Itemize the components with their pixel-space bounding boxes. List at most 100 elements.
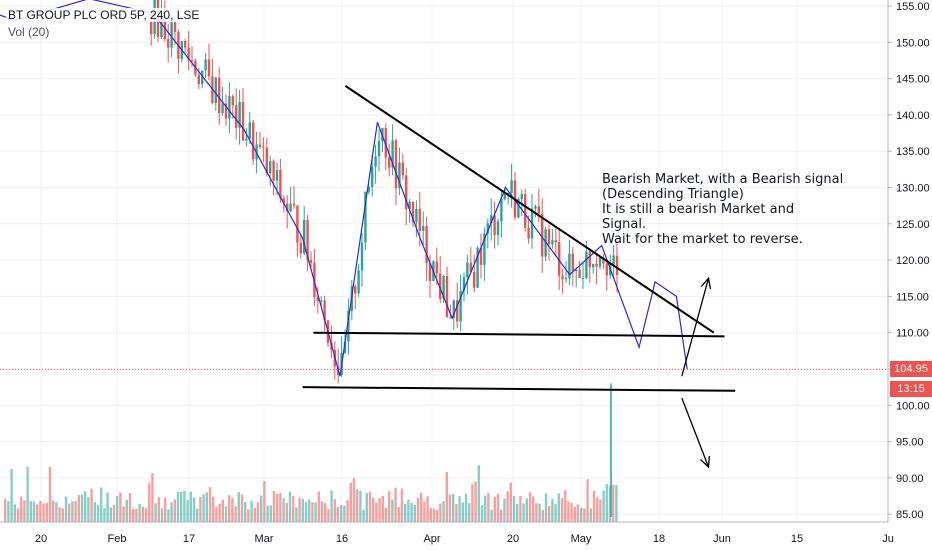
volume-bar: [544, 493, 548, 522]
volume-bar: [269, 505, 272, 522]
time-tick-label: 15: [791, 533, 803, 545]
candle-body: [170, 22, 173, 48]
volume-bar: [183, 490, 186, 522]
volume-bar: [125, 499, 128, 522]
arrow-up-head: [700, 276, 712, 290]
volume-bar: [295, 507, 298, 522]
volume-bar: [365, 493, 368, 522]
volume-bar: [138, 504, 141, 522]
candle-body: [224, 103, 228, 119]
volume-bar: [362, 509, 365, 522]
candle-body: [527, 227, 530, 239]
volume-bar: [20, 496, 23, 522]
candle-body: [456, 300, 459, 322]
candle-body: [554, 240, 557, 243]
volume-bar: [576, 504, 580, 522]
volume-bar: [292, 495, 295, 522]
volume-bar: [132, 508, 135, 522]
volume-bar: [311, 502, 314, 522]
volume-bar: [445, 472, 448, 522]
candle-body: [534, 206, 537, 209]
volume-bar: [167, 509, 170, 522]
candle-body: [520, 193, 523, 200]
candle-body: [347, 310, 350, 342]
volume-bar: [244, 501, 247, 522]
volume-bar: [279, 492, 282, 522]
volume-bar: [384, 507, 388, 522]
candle-body: [391, 140, 394, 168]
candle-body: [245, 138, 248, 141]
candle-body: [517, 199, 520, 218]
candle-body: [364, 191, 367, 243]
volume-bar: [509, 482, 512, 522]
volume-bar: [80, 494, 84, 522]
candle-body: [190, 60, 194, 62]
volume-bar: [205, 492, 208, 522]
candle-body: [286, 203, 289, 212]
chart-title[interactable]: BT GROUP PLC ORD 5P, 240, LSE: [6, 8, 202, 22]
volume-bar: [36, 504, 39, 522]
candle-body: [214, 77, 217, 103]
candle-body: [248, 122, 251, 139]
candle-body: [296, 205, 299, 243]
time-tick-label: 20: [507, 533, 519, 545]
volume-bar: [554, 504, 557, 522]
volume-bar: [372, 497, 375, 522]
volume-bar: [196, 508, 199, 522]
volume-bar: [32, 501, 36, 522]
volume-bar: [448, 494, 452, 522]
candle-body: [241, 101, 245, 141]
volume-bar: [468, 503, 471, 522]
volume-bar: [71, 501, 74, 522]
price-tick-label: 95.00: [896, 437, 924, 449]
volume-bar: [493, 496, 496, 522]
volume-label[interactable]: Vol (20): [6, 25, 52, 39]
candle-body: [571, 253, 574, 272]
candle-body: [503, 193, 506, 200]
volume-bar: [237, 492, 240, 522]
price-axis: [888, 0, 932, 550]
volume-bar: [378, 498, 381, 522]
volume-bar: [29, 501, 32, 522]
candle-body: [537, 206, 540, 214]
volume-bar: [247, 509, 250, 522]
volume-bar: [61, 508, 64, 522]
candle-body: [595, 263, 598, 267]
candle-body: [377, 141, 381, 157]
candle-body: [445, 276, 449, 318]
candle-body: [228, 96, 231, 119]
volume-bar: [400, 488, 404, 522]
candle-body: [231, 96, 234, 106]
candle-body: [588, 251, 591, 268]
time-tick-label: Ju: [882, 533, 894, 545]
volume-bar: [199, 496, 202, 522]
volume-bar: [93, 502, 96, 522]
candle-body: [360, 242, 364, 271]
volume-bar: [282, 498, 285, 522]
candle-body: [493, 215, 496, 236]
volume-bar: [116, 495, 119, 522]
price-tick-label: 140.00: [896, 110, 930, 122]
volume-bar: [512, 495, 516, 522]
candle-body: [367, 187, 370, 192]
volume-bars: [4, 465, 618, 522]
volume-bar: [128, 493, 132, 522]
volume-bar: [583, 508, 586, 522]
volume-bar: [74, 501, 77, 522]
time-tick-label: 20: [35, 533, 47, 545]
candle-body: [592, 263, 595, 268]
volume-bar: [349, 482, 352, 522]
candle-body: [401, 162, 404, 176]
volume-bar: [317, 491, 320, 522]
candle-body: [435, 261, 438, 274]
volume-bar: [308, 499, 311, 522]
time-tick-label: Apr: [423, 533, 440, 545]
candle-body: [160, 15, 163, 38]
candle-body: [598, 257, 602, 267]
volume-bar: [202, 494, 205, 522]
volume-bar: [58, 507, 61, 522]
volume-bar: [413, 504, 416, 522]
